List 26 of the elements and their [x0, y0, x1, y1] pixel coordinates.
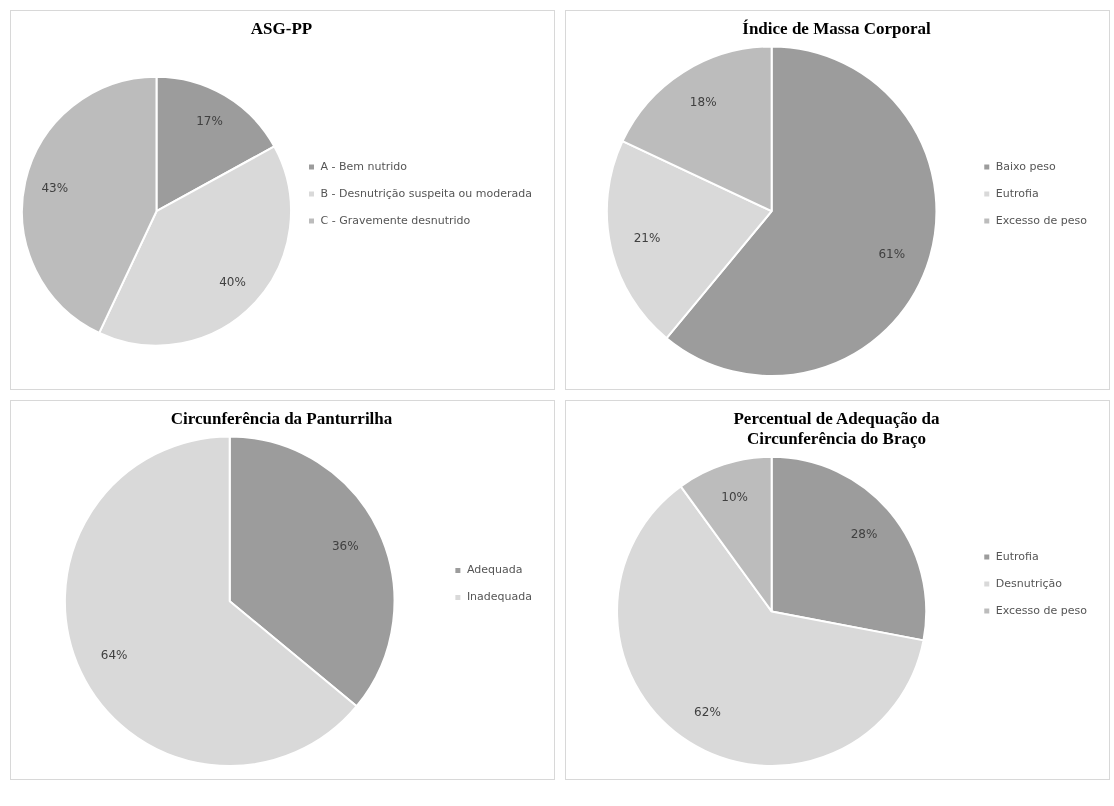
data-label: 61% [878, 246, 906, 261]
data-label: 28% [850, 527, 878, 542]
legend-label: Baixo peso [995, 159, 1056, 173]
legend-label: Eutrofia [995, 186, 1039, 200]
chart-title: Percentual de Adequação da Circunferência do Braço [733, 408, 941, 448]
legend-label: Eutrofia [995, 549, 1039, 563]
chart-title: Circunferência da Panturrilha [170, 408, 393, 428]
data-label: 18% [689, 95, 717, 110]
data-label: 62% [694, 704, 721, 719]
data-label: 40% [219, 274, 246, 289]
legend-label: C - Gravemente desnutrido [320, 213, 471, 227]
data-label: 21% [633, 231, 661, 246]
legend-label: A - Bem nutrido [320, 159, 408, 173]
legend-label: Adequada [466, 563, 523, 577]
chart-title: Índice de Massa Corporal [742, 18, 931, 38]
data-label: 43% [41, 180, 69, 195]
chart-title: ASG-PP [250, 18, 313, 38]
legend-label: Excesso de peso [995, 213, 1088, 227]
data-label: 10% [721, 489, 748, 504]
legend-label: Excesso de peso [995, 603, 1088, 617]
data-label: 17% [196, 113, 223, 128]
data-label: 36% [331, 538, 359, 553]
legend-label: B - Desnutrição suspeita ou moderada [320, 186, 532, 200]
data-label: 64% [100, 647, 128, 662]
legend-label: Inadequada [466, 590, 532, 604]
legend-label: Desnutrição [995, 576, 1063, 590]
